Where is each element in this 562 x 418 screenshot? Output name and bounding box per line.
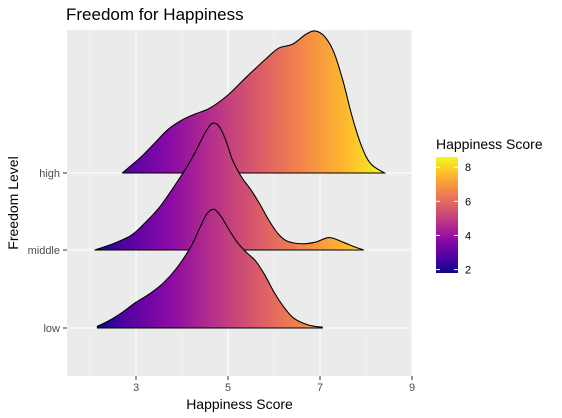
legend-title: Happiness Score bbox=[436, 136, 543, 152]
y-tick-label-high: high bbox=[39, 168, 60, 180]
legend-ticks: 2 4 6 8 bbox=[436, 162, 471, 277]
ridge-fill-low bbox=[96, 209, 323, 328]
legend-tick-label: 2 bbox=[465, 265, 471, 277]
x-tick-label: 3 bbox=[133, 382, 139, 394]
x-tick-label: 7 bbox=[317, 382, 323, 394]
x-tick-label: 5 bbox=[225, 382, 231, 394]
y-axis-title: Freedom Level bbox=[5, 156, 21, 249]
ridge-high bbox=[121, 30, 387, 174]
legend-tick-label: 8 bbox=[465, 162, 471, 174]
ridge-outline-high bbox=[121, 30, 387, 174]
y-tick-label-low: low bbox=[43, 323, 60, 335]
legend-colorbar bbox=[436, 157, 458, 273]
ridge-middle bbox=[94, 122, 364, 251]
color-legend: Happiness Score 2 4 6 8 bbox=[436, 136, 543, 277]
ridges bbox=[94, 30, 387, 329]
legend-tick-label: 6 bbox=[465, 196, 471, 208]
ridge-outline-low bbox=[96, 208, 323, 329]
ridge-fill-middle bbox=[94, 123, 364, 250]
y-tick-label-middle: middle bbox=[28, 245, 60, 257]
x-axis: 3 5 7 9 bbox=[133, 376, 415, 394]
ridge-low bbox=[96, 208, 323, 329]
legend-tick-label: 4 bbox=[465, 230, 471, 242]
ridge-fill-high bbox=[122, 30, 385, 174]
x-axis-title: Happiness Score bbox=[186, 396, 293, 412]
ridge-outline-middle bbox=[94, 122, 364, 251]
x-tick-label: 9 bbox=[409, 382, 415, 394]
chart-title: Freedom for Happiness bbox=[66, 5, 244, 24]
y-axis: low middle high bbox=[28, 168, 67, 335]
